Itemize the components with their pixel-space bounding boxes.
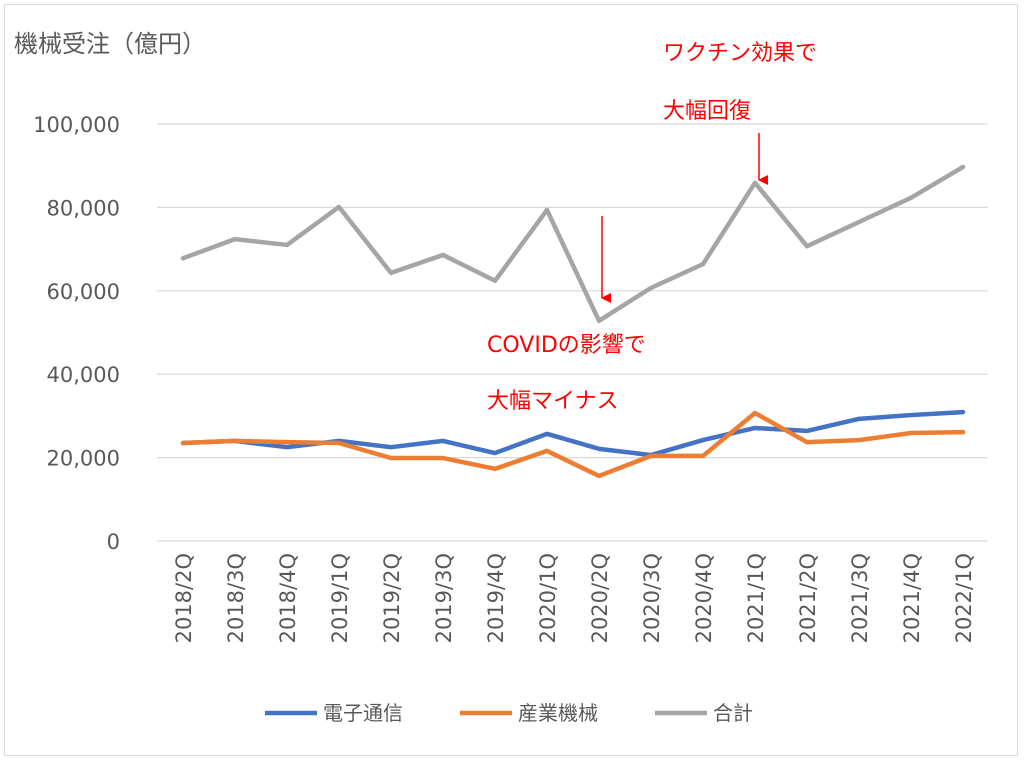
x-tick-label: 2019/1Q — [328, 553, 352, 643]
x-tick-label: 2020/3Q — [640, 553, 664, 643]
x-tick-label: 2019/3Q — [432, 553, 456, 643]
series-line-合計 — [180, 164, 966, 324]
y-tick-label: 100,000 — [33, 113, 120, 137]
legend-label: 電子通信 — [323, 701, 403, 725]
x-tick-label: 2022/1Q — [952, 553, 976, 643]
x-tick-label: 2020/1Q — [536, 553, 560, 643]
x-tick-label: 2018/4Q — [276, 553, 300, 643]
y-tick-label: 80,000 — [47, 196, 120, 220]
x-tick-label: 2020/2Q — [588, 553, 612, 643]
annotation-text: 大幅マイナス — [487, 389, 619, 414]
x-tick-label: 2021/2Q — [796, 553, 820, 643]
x-tick-label: 2020/4Q — [692, 553, 716, 643]
y-tick-label: 0 — [107, 530, 120, 554]
y-tick-label: 40,000 — [47, 363, 120, 387]
series-line-産業機械 — [180, 410, 966, 479]
annotation-text: ワクチン効果で — [663, 41, 817, 66]
chart-frame — [4, 4, 1018, 756]
series-line-電子通信 — [180, 409, 966, 458]
annotation-text: 大幅回復 — [663, 99, 751, 124]
x-tick-label: 2018/3Q — [224, 553, 248, 643]
x-tick-label: 2019/4Q — [484, 553, 508, 643]
x-tick-label: 2021/1Q — [744, 553, 768, 643]
chart-title: 機械受注（億円） — [14, 30, 206, 58]
y-tick-label: 20,000 — [47, 447, 120, 471]
x-tick-label: 2018/2Q — [172, 553, 196, 643]
legend-label: 合計 — [713, 701, 753, 725]
x-tick-label: 2019/2Q — [380, 553, 404, 643]
x-tick-label: 2021/4Q — [900, 553, 924, 643]
legend-label: 産業機械 — [518, 701, 598, 725]
annotation-text: COVIDの影響で — [487, 333, 646, 358]
y-tick-label: 60,000 — [47, 280, 120, 304]
x-tick-label: 2021/3Q — [848, 553, 872, 643]
